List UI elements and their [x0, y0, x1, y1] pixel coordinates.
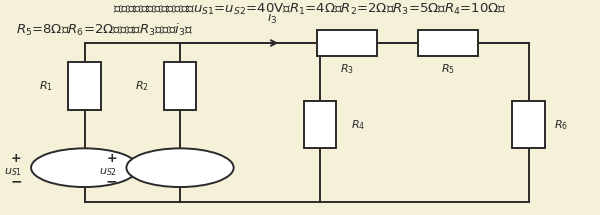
- Text: $R_1$: $R_1$: [40, 79, 53, 93]
- Bar: [164, 62, 196, 110]
- Circle shape: [31, 148, 139, 187]
- Bar: [68, 62, 101, 110]
- Circle shape: [127, 148, 233, 187]
- Text: 下图所示的电路图中，已知$u_{S1}$=$u_{S2}$=40V，$R_1$=4Ω，$R_2$=2Ω，$R_3$=5Ω，$R_4$=10Ω，: 下图所示的电路图中，已知$u_{S1}$=$u_{S2}$=40V，$R_1$=…: [97, 2, 507, 17]
- Bar: [317, 30, 377, 56]
- Text: +: +: [106, 152, 117, 164]
- Text: −: −: [106, 174, 118, 188]
- Bar: [512, 101, 545, 148]
- Bar: [304, 101, 337, 148]
- Text: $u_{S1}$: $u_{S1}$: [4, 166, 22, 178]
- Text: $R_5$: $R_5$: [441, 62, 455, 76]
- Text: $R_5$=8Ω，$R_6$=2Ω，求通过$R_3$的电流$i_3$。: $R_5$=8Ω，$R_6$=2Ω，求通过$R_3$的电流$i_3$。: [16, 22, 194, 38]
- Text: $u_{S2}$: $u_{S2}$: [100, 166, 118, 178]
- Text: $i_3$: $i_3$: [267, 10, 278, 26]
- Text: $R_4$: $R_4$: [351, 118, 365, 132]
- Text: $R_6$: $R_6$: [554, 118, 568, 132]
- Bar: [418, 30, 478, 56]
- Text: −: −: [10, 174, 22, 188]
- Text: $R_3$: $R_3$: [340, 62, 354, 76]
- Text: $R_2$: $R_2$: [135, 79, 149, 93]
- Text: +: +: [11, 152, 22, 164]
